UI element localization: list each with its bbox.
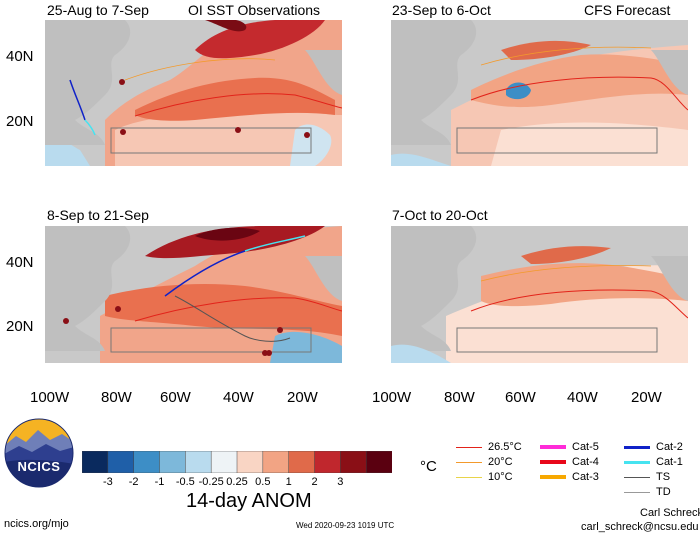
td-swatch	[624, 491, 650, 493]
colorbar-tick-label: -2	[128, 476, 139, 488]
lon-label-20w-right: 20W	[631, 389, 662, 406]
colorbar-tick-label: -0.5	[175, 476, 195, 488]
panel1-title-right: OI SST Observations	[188, 2, 321, 18]
legend-cat5: Cat-5	[540, 441, 599, 453]
colorbar-tick-label: -1	[154, 476, 165, 488]
colorbar-segment	[210, 451, 238, 473]
lon-label-80w-left: 80W	[101, 389, 132, 406]
isotherm-20-label: 20°C	[488, 456, 513, 468]
map-panel-4	[391, 226, 688, 363]
legend-td: TD	[624, 486, 671, 498]
legend-isotherm-20: 20°C	[456, 456, 513, 468]
lat-label-40n-top: 40N	[6, 48, 34, 65]
isotherm-10-swatch	[456, 476, 482, 478]
lon-label-60w-left: 60W	[160, 389, 191, 406]
lon-label-100w-right: 100W	[372, 389, 412, 406]
logo-text: NCICS	[17, 459, 61, 474]
colorbar	[82, 451, 392, 473]
legend-ts: TS	[624, 471, 670, 483]
map-panel-1	[45, 20, 342, 166]
colorbar-segment	[365, 451, 392, 473]
lon-label-80w-right: 80W	[444, 389, 475, 406]
legend-cat3: Cat-3	[540, 471, 599, 483]
colorbar-tick-label: 2	[311, 476, 318, 488]
colorbar-segment	[133, 451, 161, 473]
author-name: Carl Schreck	[640, 507, 700, 519]
colorbar-tick-label: 3	[337, 476, 344, 488]
colorbar-tick-label: 1	[285, 476, 292, 488]
panel4-title-left: 7-Oct to 20-Oct	[392, 207, 488, 223]
lat-label-20n-top: 20N	[6, 113, 34, 130]
colorbar-segment	[262, 451, 290, 473]
unit-label: °C	[420, 458, 437, 475]
cat2-label: Cat-2	[656, 441, 683, 453]
lat-label-20n-bottom: 20N	[6, 318, 34, 335]
cat1-swatch	[624, 460, 650, 464]
colorbar-segment	[288, 451, 316, 473]
panel1-title-left: 25-Aug to 7-Sep	[47, 2, 149, 18]
panel2-title-right: CFS Forecast	[584, 2, 671, 18]
isotherm-26-5-label: 26.5°C	[488, 441, 522, 453]
cat3-label: Cat-3	[572, 471, 599, 483]
colorbar-title: 14-day ANOM	[186, 490, 312, 512]
colorbar-segment	[185, 451, 212, 473]
isotherm-10-label: 10°C	[488, 471, 513, 483]
legend-cat2: Cat-2	[624, 441, 683, 453]
cat2-swatch	[624, 445, 650, 449]
map-panel-3	[45, 226, 342, 363]
lon-label-100w-left: 100W	[30, 389, 70, 406]
colorbar-segment	[107, 451, 135, 473]
panel2-title-left: 23-Sep to 6-Oct	[392, 2, 491, 18]
isotherm-20-swatch	[456, 461, 482, 463]
cat5-swatch	[540, 445, 566, 449]
ncics-logo: NCICS	[4, 418, 74, 488]
cat4-swatch	[540, 460, 566, 464]
ncics-logo-graphic	[4, 418, 74, 488]
colorbar-tick-label: -0.25	[198, 476, 224, 488]
ts-swatch	[624, 476, 650, 478]
td-label: TD	[656, 486, 671, 498]
colorbar-tick-label: -3	[102, 476, 113, 488]
legend-isotherm-10: 10°C	[456, 471, 513, 483]
isotherm-26-5-swatch	[456, 446, 482, 448]
cat4-label: Cat-4	[572, 456, 599, 468]
cat5-label: Cat-5	[572, 441, 599, 453]
legend-isotherm-26-5: 26.5°C	[456, 441, 522, 453]
legend-cat1: Cat-1	[624, 456, 683, 468]
lon-label-60w-right: 60W	[505, 389, 536, 406]
colorbar-tick-label: 0.25	[226, 476, 248, 488]
lon-label-20w-left: 20W	[287, 389, 318, 406]
lat-label-40n-bottom: 40N	[6, 254, 34, 271]
footer-timestamp: Wed 2020-09-23 1019 UTC	[296, 521, 395, 530]
colorbar-tick-label: 0.5	[255, 476, 271, 488]
colorbar-segment	[159, 451, 187, 473]
colorbar-segment	[314, 451, 342, 473]
panel3-title-left: 8-Sep to 21-Sep	[47, 207, 149, 223]
colorbar-segment	[82, 451, 109, 473]
lon-label-40w-left: 40W	[223, 389, 254, 406]
cat3-swatch	[540, 475, 566, 479]
colorbar-segment	[340, 451, 367, 473]
lon-label-40w-right: 40W	[567, 389, 598, 406]
footer-url[interactable]: ncics.org/mjo	[4, 518, 69, 530]
legend-cat4: Cat-4	[540, 456, 599, 468]
map-panel-2	[391, 20, 688, 166]
colorbar-segment	[236, 451, 264, 473]
ts-label: TS	[656, 471, 671, 483]
cat1-label: Cat-1	[656, 456, 683, 468]
author-email[interactable]: carl_schreck@ncsu.edu	[581, 521, 699, 533]
